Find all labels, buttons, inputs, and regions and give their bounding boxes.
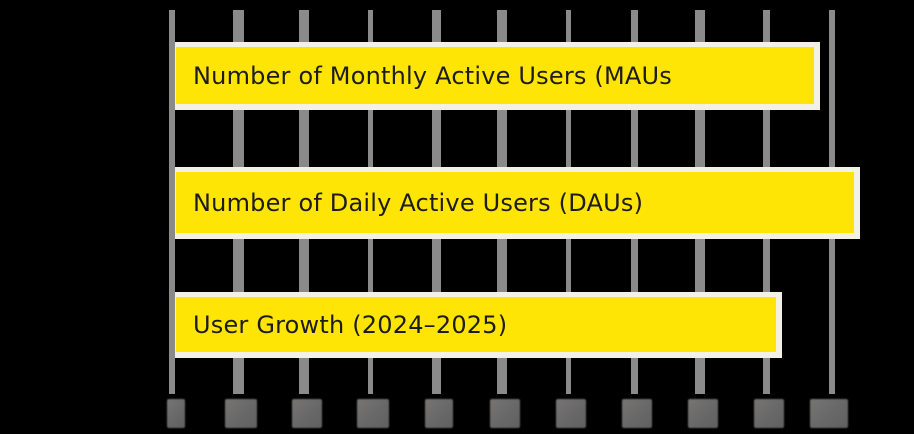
bar-label-maus: Number of Monthly Active Users (MAUs	[193, 61, 672, 90]
x-tick-label-blob	[556, 399, 586, 428]
bar-row-maus: Number of Monthly Active Users (MAUs	[170, 42, 820, 110]
bar-user-growth: User Growth (2024–2025)	[176, 297, 776, 352]
bar-label-daus: Number of Daily Active Users (DAUs)	[193, 188, 644, 217]
x-tick-label-blob	[810, 399, 848, 428]
bar-daus: Number of Daily Active Users (DAUs)	[176, 172, 854, 233]
x-tick-label-blob	[167, 399, 185, 428]
x-tick-label-blob	[622, 399, 652, 428]
x-tick-label-blob	[688, 399, 718, 428]
x-tick-label-blob	[292, 399, 322, 428]
x-tick-label-blob	[490, 399, 520, 428]
x-tick-label-blob	[357, 399, 389, 428]
bar-row-user-growth: User Growth (2024–2025)	[170, 292, 782, 358]
bar-row-daus: Number of Daily Active Users (DAUs)	[170, 167, 860, 239]
x-tick-label-blob	[225, 399, 257, 428]
y-axis-spine	[169, 10, 175, 394]
bar-maus: Number of Monthly Active Users (MAUs	[176, 47, 814, 104]
bar-label-user-growth: User Growth (2024–2025)	[193, 310, 508, 339]
x-tick-label-blob	[754, 399, 784, 428]
x-tick-label-blob	[425, 399, 453, 428]
